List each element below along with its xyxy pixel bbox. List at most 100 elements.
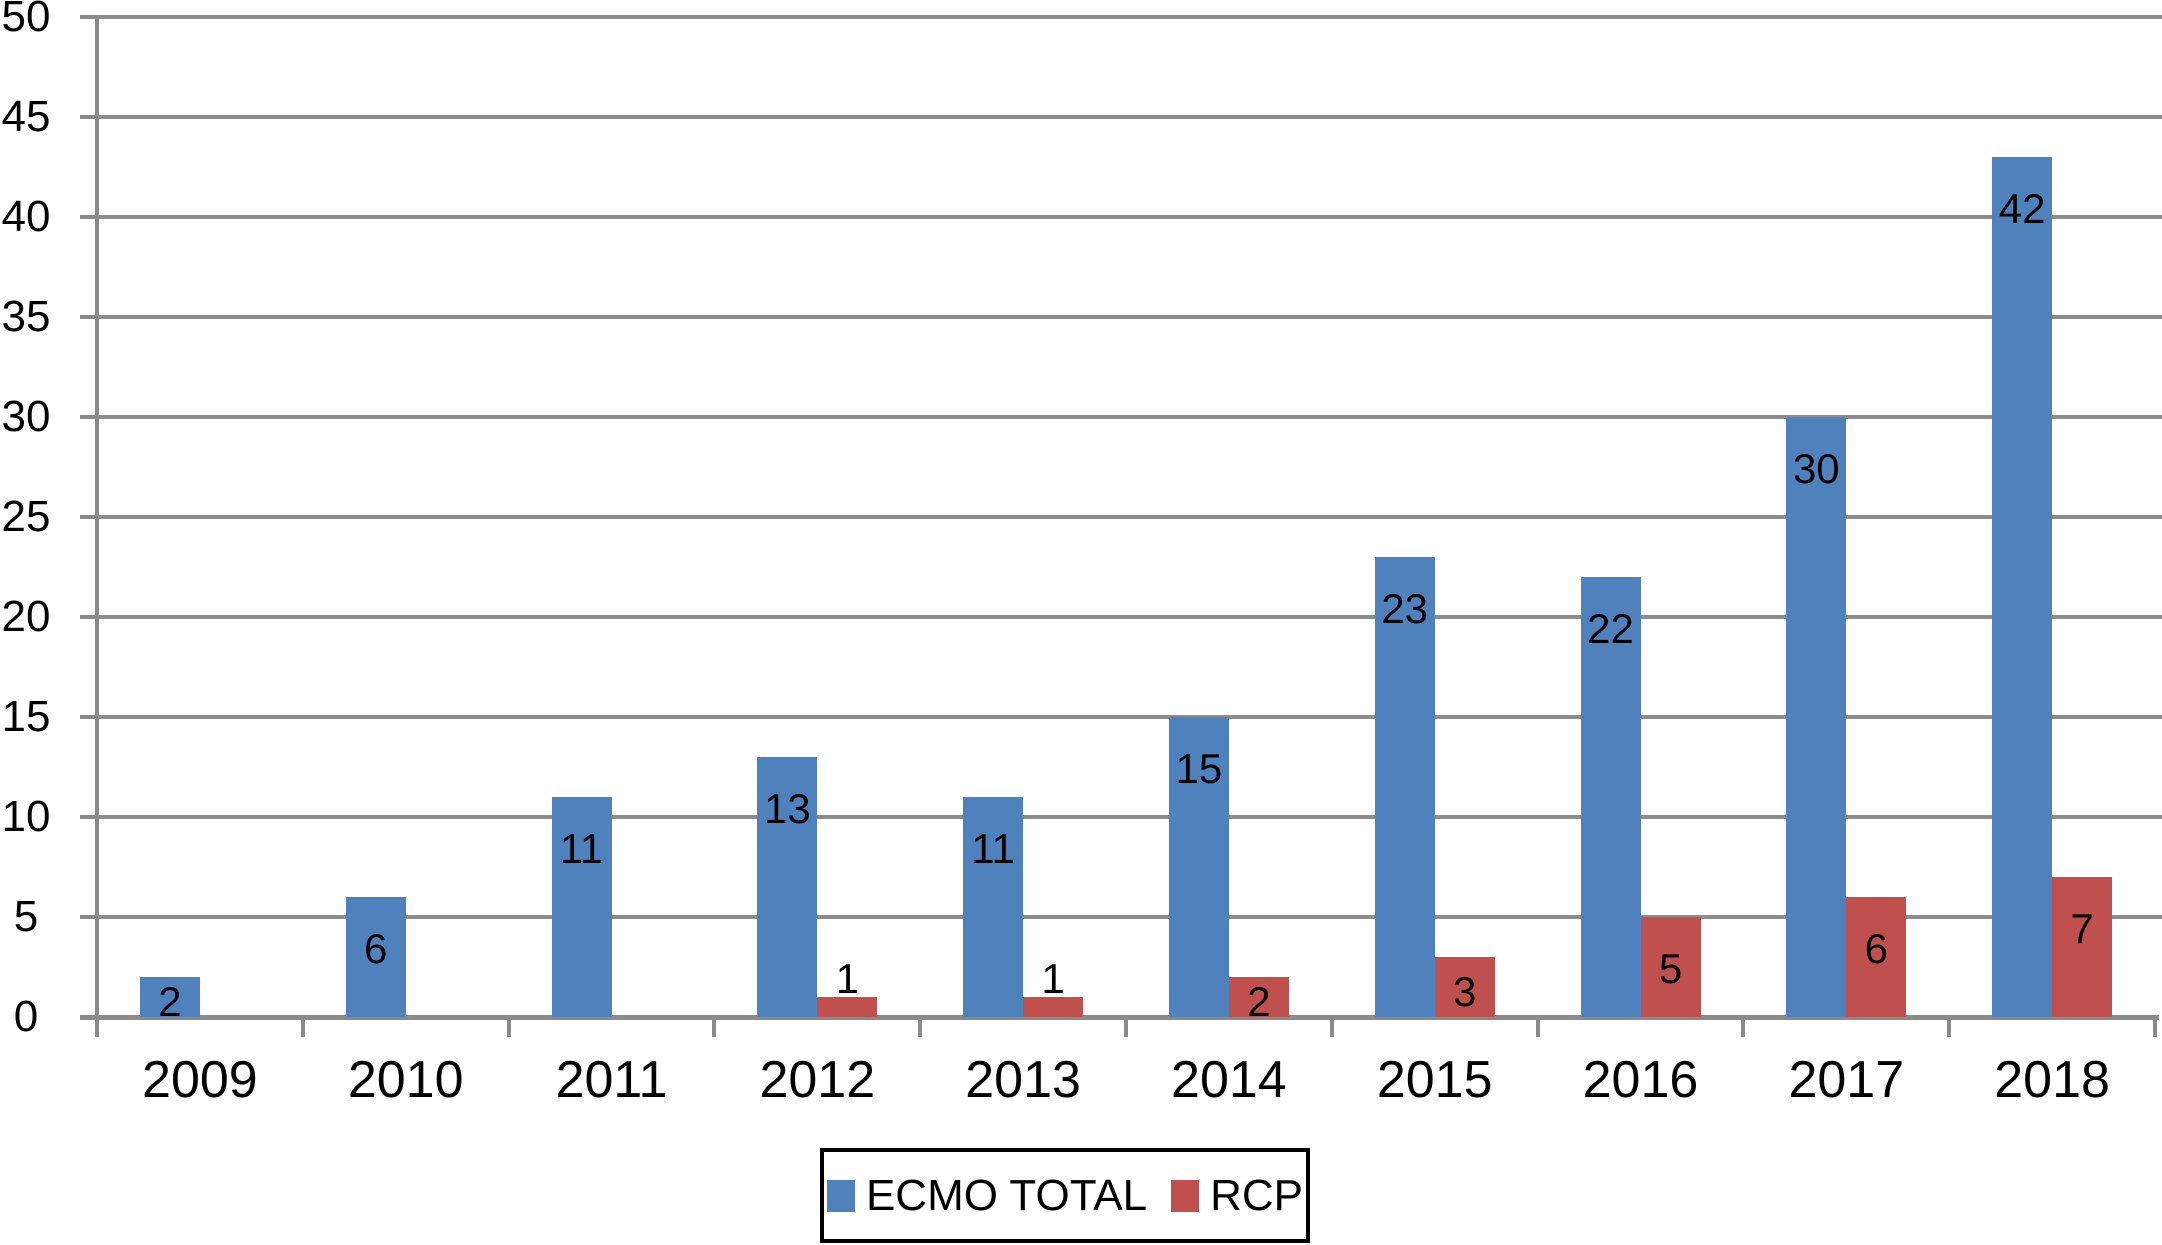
y-axis-tick <box>80 615 97 619</box>
legend-entry-rcp: RCP <box>1171 1170 1304 1220</box>
y-axis-tick-label: 45 <box>1 92 51 141</box>
x-axis-tick <box>918 1017 923 1037</box>
bar-rcp <box>1228 977 1289 1017</box>
data-label-rcp: 5 <box>1658 945 1683 992</box>
gridline <box>97 415 2155 419</box>
bar-ecmo-total <box>139 977 200 1017</box>
y-axis-tick <box>80 115 97 119</box>
data-label-rcp: 7 <box>2070 905 2094 952</box>
bar-rcp <box>1434 957 1495 1017</box>
data-label-rcp: 2 <box>1247 978 1271 1025</box>
y-axis-tick <box>80 815 97 819</box>
x-axis-category-label: 2014 <box>1171 1051 1287 1109</box>
data-label-ecmo-total: 2 <box>158 978 182 1025</box>
legend: ECMO TOTAL RCP <box>820 1148 1310 1243</box>
gridline <box>97 915 2155 919</box>
y-axis-tick-label: 20 <box>1 592 51 641</box>
gridline-end-tick <box>2155 815 2162 819</box>
gridline-end-tick <box>2155 15 2162 19</box>
data-label-rcp: 3 <box>1453 968 1477 1015</box>
x-axis-tick <box>1947 1017 1952 1037</box>
x-axis-category-label: 2010 <box>347 1051 464 1109</box>
y-axis-tick <box>80 215 97 219</box>
gridline <box>97 315 2155 319</box>
gridline-end-tick <box>2155 615 2162 619</box>
data-label-ecmo-total: 30 <box>1792 445 1840 492</box>
x-axis-tick <box>506 1017 511 1037</box>
bar-ecmo-total <box>345 897 406 1017</box>
y-axis-tick-label: 30 <box>1 392 51 441</box>
x-axis-category-label: 2018 <box>1994 1051 2110 1109</box>
gridline <box>97 515 2155 519</box>
data-label-rcp: 1 <box>835 955 859 1002</box>
x-axis-category-label: 2012 <box>759 1051 876 1109</box>
x-axis-tick <box>95 1017 99 1037</box>
y-axis-tick-label: 35 <box>1 292 51 341</box>
y-axis-tick-label: 0 <box>13 992 39 1041</box>
y-axis-tick <box>80 715 97 719</box>
data-label-ecmo-total: 23 <box>1381 585 1429 632</box>
legend-label-ecmo-total: ECMO TOTAL <box>865 1170 1148 1220</box>
legend-label-rcp: RCP <box>1210 1170 1304 1220</box>
data-label-ecmo-total: 11 <box>559 825 604 872</box>
gridline <box>97 15 2155 19</box>
x-axis-tick <box>1329 1017 1334 1037</box>
data-label-ecmo-total: 13 <box>763 785 811 832</box>
bar-ecmo-total <box>1168 717 1229 1017</box>
y-axis-tick-label: 10 <box>1 792 51 841</box>
y-axis-tick <box>80 1015 97 1019</box>
data-label-rcp: 1 <box>1041 955 1065 1002</box>
legend-entry-ecmo-total: ECMO TOTAL <box>826 1170 1148 1220</box>
y-axis-tick-label: 50 <box>1 0 51 41</box>
x-axis-category-label: 2011 <box>555 1051 668 1109</box>
gridline-end-tick <box>2155 215 2162 219</box>
bar-rcp <box>1640 917 1701 1017</box>
x-axis-category-label: 2013 <box>965 1051 1081 1109</box>
gridline-end-tick <box>2155 115 2162 119</box>
gridline <box>97 715 2155 719</box>
y-axis-tick-label: 5 <box>13 892 39 941</box>
y-axis-line <box>95 15 99 1021</box>
y-axis-tick-label: 15 <box>1 692 51 741</box>
gridline-end-tick <box>2155 415 2162 419</box>
bar-rcp <box>817 997 878 1017</box>
bar-ecmo-total <box>1992 157 2053 1017</box>
gridline <box>97 615 2155 619</box>
y-axis-tick <box>80 315 97 319</box>
x-axis-tick <box>1124 1017 1128 1037</box>
y-axis-tick-label: 40 <box>1 192 51 241</box>
x-axis-tick <box>1535 1017 1540 1037</box>
bar-rcp <box>1023 997 1084 1017</box>
y-axis-tick <box>80 515 97 519</box>
y-axis-tick <box>80 915 97 919</box>
x-axis-category-label: 2016 <box>1582 1051 1699 1109</box>
gridline-end-tick <box>2155 715 2162 719</box>
gridline <box>97 115 2155 119</box>
gridline-end-tick <box>2155 915 2162 919</box>
bar-ecmo-total <box>1374 557 1435 1017</box>
bar-ecmo-total <box>757 757 818 1017</box>
y-axis-tick <box>80 415 97 419</box>
gridline <box>97 215 2155 219</box>
data-label-rcp: 6 <box>1864 925 1888 972</box>
x-axis-tick <box>2153 1017 2157 1037</box>
bar-ecmo-total <box>963 797 1024 1017</box>
y-axis-tick <box>80 15 97 19</box>
x-axis-tick <box>712 1017 717 1037</box>
x-axis-line <box>80 1015 2159 1020</box>
legend-swatch-rcp <box>1171 1179 1200 1212</box>
bar-ecmo-total <box>1786 417 1847 1017</box>
data-label-ecmo-total: 15 <box>1175 745 1223 792</box>
gridline <box>97 815 2155 819</box>
bar-rcp <box>2052 877 2113 1017</box>
data-label-ecmo-total: 11 <box>971 825 1015 872</box>
legend-swatch-ecmo-total <box>826 1179 855 1212</box>
y-axis-tick-label: 25 <box>1 492 51 541</box>
gridline-end-tick <box>2155 515 2162 519</box>
data-label-ecmo-total: 42 <box>1998 185 2046 232</box>
bar-ecmo-total <box>551 797 612 1017</box>
gridline-end-tick <box>2155 315 2162 319</box>
bar-ecmo-total <box>1580 577 1641 1017</box>
